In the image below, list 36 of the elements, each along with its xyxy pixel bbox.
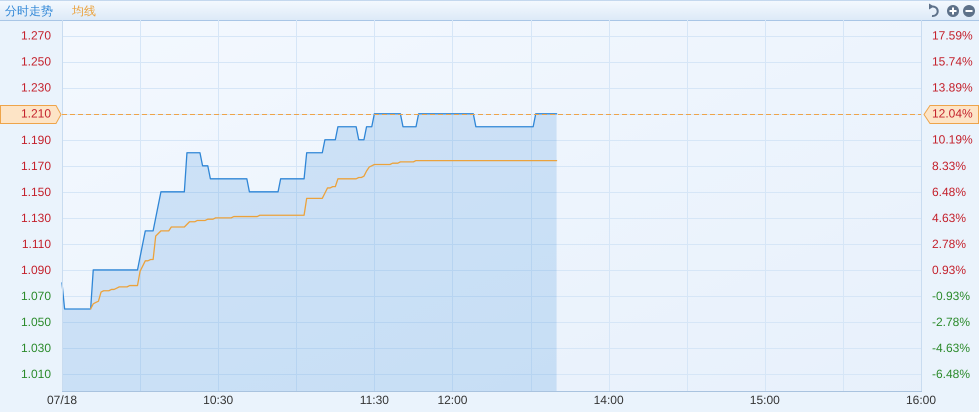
y-tick-label: 1.070 <box>20 288 52 303</box>
legend: 分时走势 均线 <box>5 4 96 18</box>
x-tick-label: 16:00 <box>906 393 936 407</box>
y-tick-label: 1.030 <box>20 341 52 356</box>
x-tick-label: 11:30 <box>360 393 390 407</box>
y2-tick-label: 4.63% <box>932 210 966 225</box>
y-tick-label: 1.010 <box>20 367 52 382</box>
x-tick-label: 12:00 <box>437 393 468 407</box>
y-tick-label: 1.110 <box>22 236 52 251</box>
y-tick-label: 1.190 <box>20 132 52 147</box>
y-tick-label: 1.230 <box>20 80 52 95</box>
y-tick-label: 1.270 <box>20 28 52 43</box>
y2-tick-label: 17.59% <box>932 28 974 43</box>
x-tick-label: 07/18 <box>46 393 78 407</box>
y-tick-label: 1.090 <box>20 262 52 277</box>
y2-tick-label: -2.78% <box>932 314 970 329</box>
y2-tick-label: 8.33% <box>932 158 966 173</box>
y-tick-label: 1.250 <box>20 54 52 69</box>
y-tick-label: 1.150 <box>20 184 52 199</box>
y2-tick-label: 6.48% <box>932 184 966 199</box>
y2-tick-label: 13.89% <box>932 80 974 95</box>
y-tick-label: 1.130 <box>20 210 52 225</box>
y2-tick-label: -0.93% <box>932 288 970 303</box>
y2-tick-label: 15.74% <box>932 54 974 69</box>
y2-tick-label: -4.63% <box>932 340 970 355</box>
y2-tick-label: 2.78% <box>932 236 966 251</box>
y2-tick-label: 0.93% <box>932 262 966 277</box>
x-tick-label: 15:00 <box>750 393 780 407</box>
y-tick-label: 1.210 <box>20 106 52 121</box>
y2-tick-label: -6.48% <box>932 366 970 381</box>
x-tick-label: 10:30 <box>203 393 234 407</box>
y-tick-label: 1.170 <box>20 158 52 173</box>
y2-tick-label: 12.04% <box>932 106 974 121</box>
y2-tick-label: 10.19% <box>932 132 974 147</box>
x-tick-label: 14:00 <box>594 393 624 407</box>
y-tick-label: 1.050 <box>20 315 52 330</box>
